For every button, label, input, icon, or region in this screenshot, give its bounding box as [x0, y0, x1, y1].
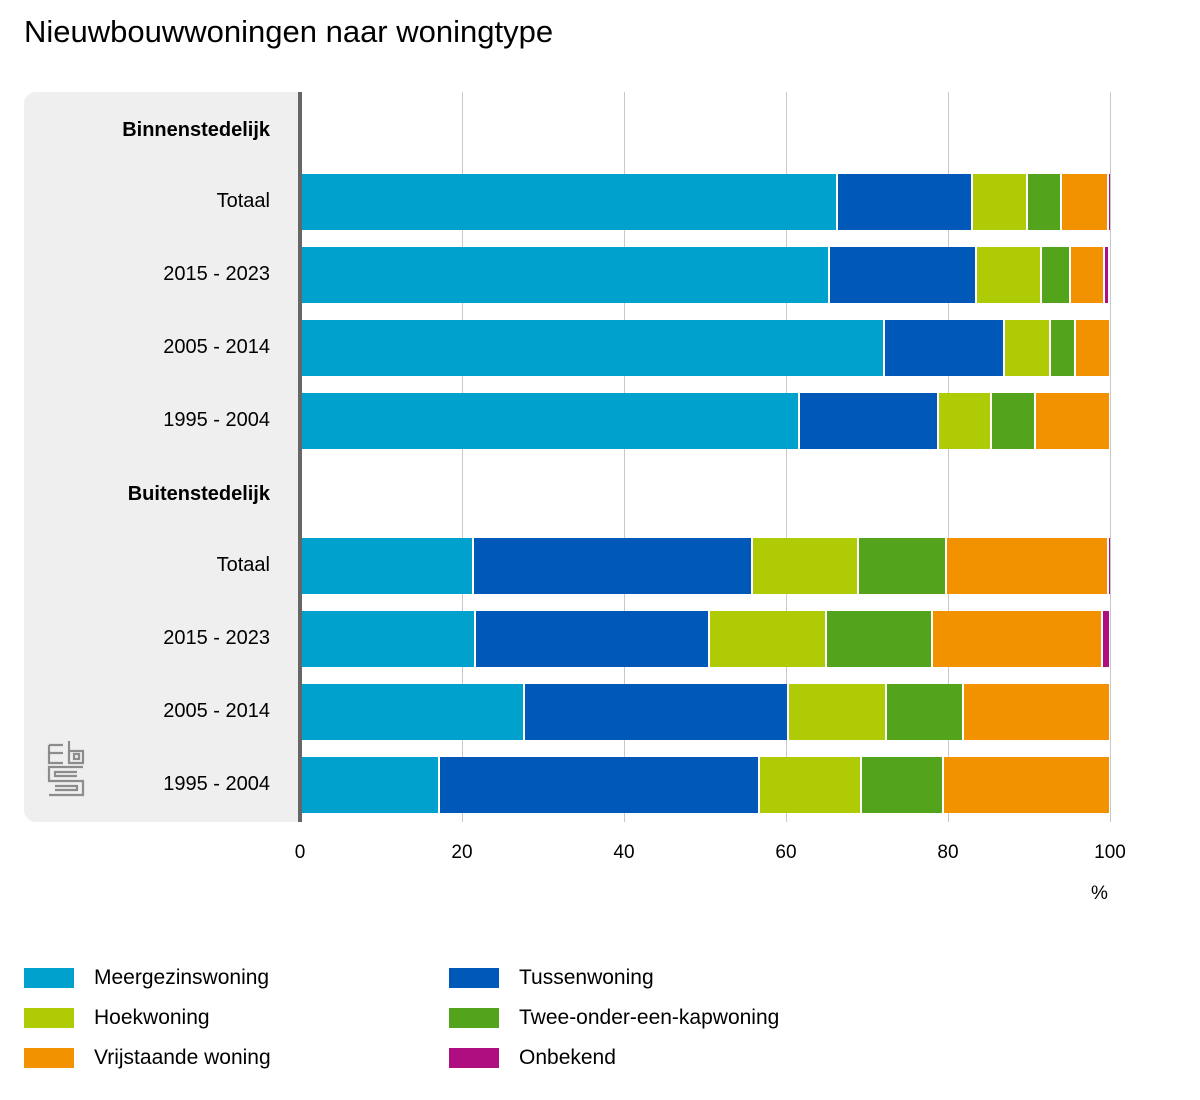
bar-segment-vrijstaande-woning[interactable] [1076, 320, 1109, 376]
bar-segment-meergezinswoning[interactable] [302, 320, 883, 376]
bar-segment-twee-onder-een-kapwoning[interactable] [862, 757, 943, 813]
bar-segment-hoekwoning[interactable] [973, 174, 1026, 230]
bar-segment-twee-onder-een-kapwoning[interactable] [1051, 320, 1075, 376]
bar-segment-meergezinswoning[interactable] [302, 611, 474, 667]
legend-item[interactable]: Meergezinswoning [24, 966, 269, 990]
bar-segment-vrijstaande-woning[interactable] [932, 611, 1101, 667]
bar-segment-vrijstaande-woning[interactable] [944, 757, 1109, 813]
gridline [1109, 92, 1111, 822]
bar-segment-onbekend[interactable] [1102, 611, 1109, 667]
bar-segment-meergezinswoning[interactable] [302, 684, 524, 740]
bar-segment-tussenwoning[interactable] [440, 757, 759, 813]
bar-segment-tussenwoning[interactable] [829, 247, 975, 303]
legend-item[interactable]: Twee-onder-een-kapwoning [449, 1006, 779, 1030]
legend-label: Onbekend [519, 1046, 616, 1069]
legend-label: Twee-onder-een-kapwoning [519, 1006, 780, 1029]
bar-segment-meergezinswoning[interactable] [302, 247, 828, 303]
y-axis-line [298, 92, 302, 822]
category-label: 2015 - 2023 [163, 627, 270, 649]
legend-label: Vrijstaande woning [94, 1046, 271, 1069]
gridline [785, 92, 787, 822]
category-label: 1995 - 2004 [163, 409, 270, 431]
x-tick-label: 20 [451, 842, 473, 863]
legend-swatch [24, 968, 74, 988]
bar-segment-hoekwoning[interactable] [710, 611, 825, 667]
legend-swatch [449, 1048, 499, 1068]
legend-item[interactable]: Hoekwoning [24, 1006, 210, 1030]
bar-segment-meergezinswoning[interactable] [302, 393, 798, 449]
legend-swatch [449, 968, 499, 988]
legend-label: Meergezinswoning [94, 966, 270, 989]
x-tick-label: 100 [1094, 842, 1126, 863]
bar-segment-meergezinswoning[interactable] [302, 174, 837, 230]
bar-segment-hoekwoning[interactable] [939, 393, 990, 449]
legend-item[interactable]: Vrijstaande woning [24, 1046, 271, 1070]
bar-segment-onbekend[interactable] [1108, 538, 1110, 594]
group-label: Buitenstedelijk [127, 483, 270, 505]
bar-segment-tussenwoning[interactable] [474, 538, 751, 594]
bar-segment-tussenwoning[interactable] [475, 611, 709, 667]
x-axis-unit-label: % [1091, 883, 1108, 904]
cbs-logo-icon [47, 741, 85, 797]
bar-segment-hoekwoning[interactable] [976, 247, 1041, 303]
category-label: 2005 - 2014 [163, 700, 270, 722]
bar-segment-hoekwoning[interactable] [752, 538, 858, 594]
bar-segment-tussenwoning[interactable] [525, 684, 787, 740]
category-label: 2015 - 2023 [163, 263, 270, 285]
legend-swatch [24, 1048, 74, 1068]
legend-item[interactable]: Onbekend [449, 1046, 616, 1070]
legend-swatch [449, 1008, 499, 1028]
bar-segment-twee-onder-een-kapwoning[interactable] [859, 538, 946, 594]
legend-label: Hoekwoning [94, 1006, 210, 1029]
legend-swatch [24, 1008, 74, 1028]
group-label: Binnenstedelijk [122, 119, 270, 141]
gridline [623, 92, 625, 822]
gridline [461, 92, 463, 822]
bar-segment-hoekwoning[interactable] [760, 757, 861, 813]
legend-label: Tussenwoning [519, 966, 654, 989]
category-panel [24, 92, 300, 822]
category-label: 2005 - 2014 [163, 336, 270, 358]
bar-segment-twee-onder-een-kapwoning[interactable] [991, 393, 1034, 449]
bar-segment-meergezinswoning[interactable] [302, 538, 473, 594]
x-tick-label: 80 [937, 842, 959, 863]
bar-segment-tussenwoning[interactable] [799, 393, 938, 449]
chart-title: Nieuwbouwwoningen naar woningtype [24, 14, 554, 49]
bar-segment-onbekend[interactable] [1105, 247, 1109, 303]
bar-segment-twee-onder-een-kapwoning[interactable] [1027, 174, 1061, 230]
category-label: Totaal [216, 190, 270, 212]
x-tick-label: 60 [775, 842, 797, 863]
legend-item[interactable]: Tussenwoning [449, 966, 654, 990]
bar-segment-tussenwoning[interactable] [885, 320, 1003, 376]
bar-segment-vrijstaande-woning[interactable] [964, 684, 1109, 740]
bar-segment-meergezinswoning[interactable] [302, 757, 439, 813]
bar-segment-tussenwoning[interactable] [838, 174, 972, 230]
bar-segment-hoekwoning[interactable] [788, 684, 885, 740]
bar-segment-vrijstaande-woning[interactable] [947, 538, 1107, 594]
bar-segment-vrijstaande-woning[interactable] [1035, 393, 1109, 449]
bar-segment-twee-onder-een-kapwoning[interactable] [1042, 247, 1070, 303]
x-tick-label: 0 [294, 842, 306, 863]
bar-segment-onbekend[interactable] [1108, 174, 1110, 230]
bar-segment-twee-onder-een-kapwoning[interactable] [886, 684, 963, 740]
bar-segment-vrijstaande-woning[interactable] [1071, 247, 1104, 303]
category-label: Totaal [216, 554, 270, 576]
bar-segment-hoekwoning[interactable] [1004, 320, 1050, 376]
bar-segment-twee-onder-een-kapwoning[interactable] [826, 611, 931, 667]
x-tick-label: 40 [613, 842, 635, 863]
category-label: 1995 - 2004 [163, 773, 270, 795]
gridline [947, 92, 949, 822]
bar-segment-vrijstaande-woning[interactable] [1062, 174, 1107, 230]
